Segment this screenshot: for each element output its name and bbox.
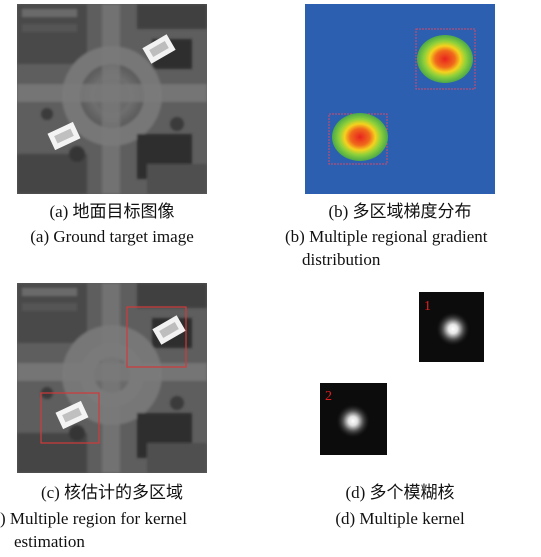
kernel-1-image: 1 xyxy=(419,292,484,362)
caption-c-english-line1: ) Multiple region for kernel xyxy=(0,509,187,528)
kernel-2-label: 2 xyxy=(325,389,332,404)
caption-d-chinese: (d) 多个模糊核 xyxy=(345,483,455,502)
caption-c-chinese: (c) 核估计的多区域 xyxy=(40,483,184,502)
gradient-distribution-image xyxy=(305,4,495,194)
caption-b-chinese: (b) 多区域梯度分布 xyxy=(328,202,472,221)
caption-b-english-line1: (b) Multiple regional gradient xyxy=(285,227,488,246)
caption-c-english-line2: estimation xyxy=(14,532,85,551)
kernel-estimation-regions-image xyxy=(17,283,207,473)
caption-b-english-line2: distribution xyxy=(302,250,381,269)
kernel-2-image: 2 xyxy=(320,383,387,455)
caption-a-chinese: (a) 地面目标图像 xyxy=(49,202,175,221)
caption-d-english: (d) Multiple kernel xyxy=(335,509,465,528)
ground-target-image xyxy=(17,4,207,194)
caption-a-english: (a) Ground target image xyxy=(30,227,194,246)
kernel-1-label: 1 xyxy=(424,299,431,314)
